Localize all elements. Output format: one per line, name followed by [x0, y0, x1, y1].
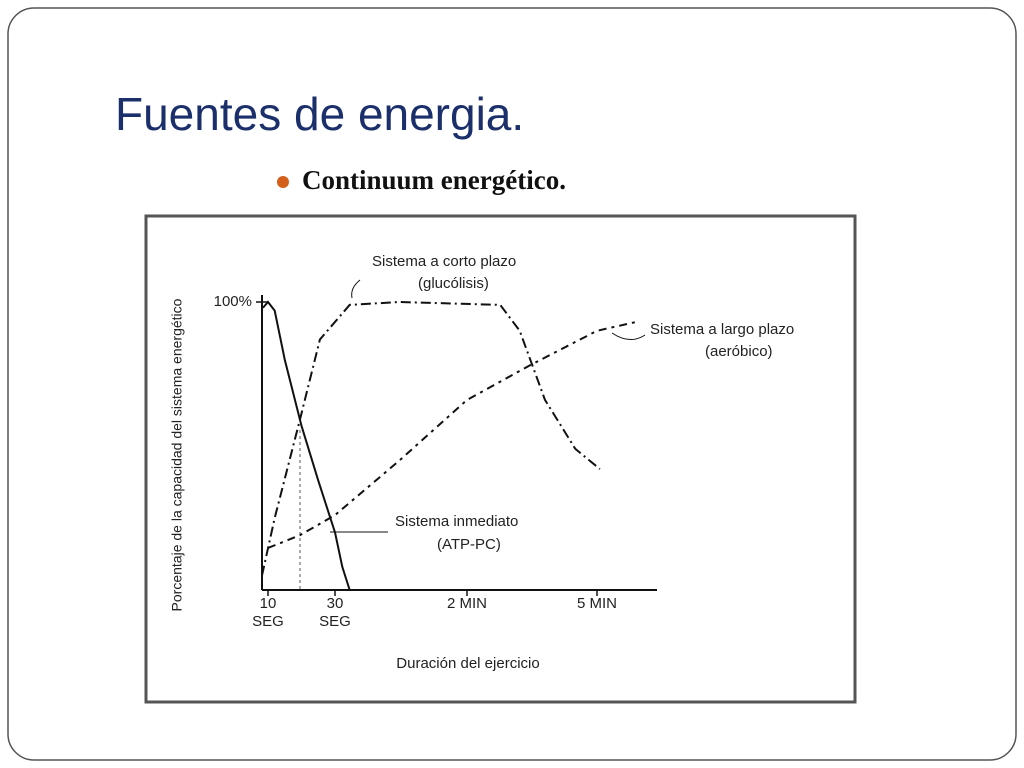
- series-name: Sistema a largo plazo: [650, 321, 794, 338]
- slide-title: Fuentes de energia.: [115, 88, 524, 140]
- series-label: (ATP-PC): [437, 536, 501, 553]
- x-axis-label: Duración del ejercicio: [396, 655, 539, 672]
- series-line: [262, 300, 351, 591]
- x-tick-label: 5 MIN: [576, 595, 617, 612]
- series-name: Sistema inmediato: [395, 513, 518, 530]
- x-tick-label: 10 SEG: [252, 595, 284, 630]
- leader: [351, 279, 361, 299]
- series-label: (glucólisis): [418, 275, 489, 292]
- series-line: [260, 300, 601, 576]
- x-tick-label: 2 MIN: [446, 595, 487, 612]
- bullet-dot: [277, 176, 289, 188]
- leader: [611, 332, 646, 340]
- x-tick-label: 30 SEG: [319, 595, 351, 630]
- series-line: [267, 321, 636, 549]
- y-axis-label: Porcentaje de la capacidad del sistema e…: [169, 298, 185, 611]
- series-label: (aeróbico): [705, 343, 773, 360]
- bullet-text: Continuum energético.: [302, 165, 566, 195]
- figure-frame: [144, 214, 857, 704]
- y-tick-label: 100%: [214, 293, 252, 310]
- series-name: Sistema a corto plazo: [372, 253, 516, 270]
